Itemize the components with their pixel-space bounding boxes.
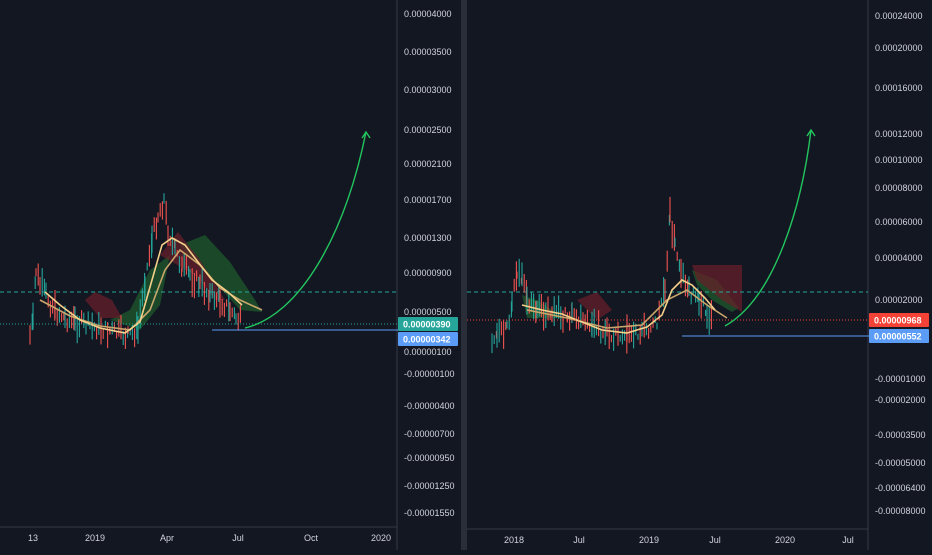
y-tick-label: 0.00004000 bbox=[875, 253, 923, 263]
price-marker-blue[interactable] bbox=[869, 329, 929, 343]
price-marker-blue[interactable] bbox=[398, 332, 458, 346]
y-tick-label: -0.00000400 bbox=[404, 401, 455, 411]
y-tick-label: -0.00006400 bbox=[875, 483, 926, 493]
y-tick-label: 0.00002000 bbox=[875, 295, 923, 305]
cloud-red bbox=[160, 232, 225, 300]
x-tick-label: 2020 bbox=[371, 533, 391, 543]
price-marker-label: 0.00000342 bbox=[403, 335, 451, 345]
y-tick-label: -0.00008000 bbox=[875, 506, 926, 516]
ma-fast-line bbox=[44, 237, 243, 334]
y-tick-label: 0.00001300 bbox=[404, 233, 452, 243]
price-marker-label: 0.00000552 bbox=[874, 332, 922, 342]
price-marker-green[interactable] bbox=[398, 317, 458, 331]
x-tick-label: Jul bbox=[232, 533, 244, 543]
price-marker-red[interactable] bbox=[869, 313, 929, 327]
y-tick-label: -0.00000950 bbox=[404, 453, 455, 463]
x-tick-label: Jul bbox=[842, 535, 854, 545]
y-tick-label: 0.00006000 bbox=[875, 217, 923, 227]
y-tick-label: 0.00003500 bbox=[404, 47, 452, 57]
y-tick-label: 0.00010000 bbox=[875, 155, 923, 165]
x-tick-label: 2018 bbox=[504, 535, 524, 545]
chart-left-svg[interactable]: 0.00004000 0.00003500 0.00003000 0.00002500… bbox=[0, 0, 461, 550]
y-tick-label: -0.00001000 bbox=[875, 374, 926, 384]
x-tick-label: Oct bbox=[304, 533, 319, 543]
y-tick-label: 0.00000900 bbox=[404, 268, 452, 278]
cloud-red bbox=[85, 292, 122, 318]
chart-panel-right[interactable]: 0.00024000 0.00020000 0.00016000 0.00012000… bbox=[467, 0, 932, 550]
panel-divider[interactable] bbox=[461, 0, 467, 550]
forecast-arrow bbox=[244, 131, 367, 329]
chart-right-svg[interactable]: 0.00024000 0.00020000 0.00016000 0.00012000… bbox=[467, 0, 932, 550]
y-tick-label: 0.00004000 bbox=[404, 9, 452, 19]
y-tick-label: 0.00020000 bbox=[875, 43, 923, 53]
cloud-green bbox=[180, 235, 262, 312]
y-tick-label: 0.00000100 bbox=[404, 347, 452, 357]
y-tick-label: -0.00001550 bbox=[404, 508, 455, 518]
x-tick-label: 2019 bbox=[639, 535, 659, 545]
y-tick-label: -0.00002000 bbox=[875, 395, 926, 405]
x-tick-label: 2020 bbox=[775, 535, 795, 545]
x-tick-label: Apr bbox=[160, 533, 174, 543]
y-tick-label: 0.00008000 bbox=[875, 183, 923, 193]
price-marker-label: 0.00000968 bbox=[874, 316, 922, 326]
cloud-red bbox=[692, 265, 742, 312]
y-tick-label: -0.00003500 bbox=[875, 430, 926, 440]
chart-panel-left[interactable]: 0.00004000 0.00003500 0.00003000 0.00002500… bbox=[0, 0, 461, 550]
y-tick-label: 0.00000500 bbox=[404, 307, 452, 317]
y-tick-label: 0.00016000 bbox=[875, 83, 923, 93]
y-tick-label: 0.00003000 bbox=[404, 85, 452, 95]
y-tick-label: -0.00001250 bbox=[404, 481, 455, 491]
cloud-red bbox=[577, 292, 612, 320]
y-tick-label: -0.00005000 bbox=[875, 458, 926, 468]
y-tick-label: -0.00000700 bbox=[404, 429, 455, 439]
forecast-arrowhead bbox=[806, 128, 816, 137]
y-tick-label: 0.00024000 bbox=[875, 11, 923, 21]
x-tick-label: 2019 bbox=[85, 533, 105, 543]
price-marker-label: 0.00000390 bbox=[403, 320, 451, 330]
y-tick-label: 0.00002100 bbox=[404, 159, 452, 169]
y-tick-label: 0.00001700 bbox=[404, 195, 452, 205]
ma-slow-line bbox=[526, 289, 728, 329]
y-tick-label: -0.00000100 bbox=[404, 369, 455, 379]
forecast-arrowhead bbox=[361, 130, 371, 139]
ma-fast-line bbox=[521, 279, 716, 334]
x-tick-label: Jul bbox=[573, 535, 585, 545]
forecast-arrow bbox=[724, 129, 812, 327]
x-tick-label: Jul bbox=[709, 535, 721, 545]
y-tick-label: 0.00012000 bbox=[875, 129, 923, 139]
y-tick-label: 0.00002500 bbox=[404, 125, 452, 135]
x-tick-label: 13 bbox=[28, 533, 38, 543]
